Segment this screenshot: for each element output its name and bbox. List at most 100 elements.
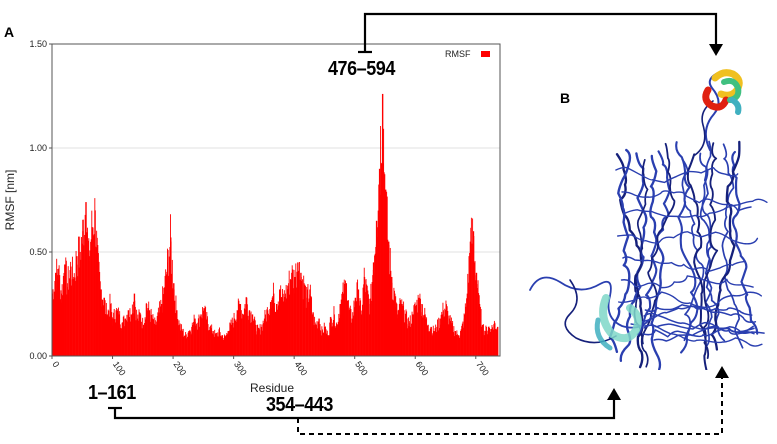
rmsf-bar [411,311,413,356]
rmsf-bar-peak [133,293,136,356]
rmsf-bar-peak [282,297,284,356]
rmsf-bar-peak [167,262,169,356]
rmsf-bar [371,282,373,356]
rmsf-bar [121,328,122,356]
rmsf-bar [426,317,428,356]
rmsf-bar [286,298,288,356]
rmsf-bar-peak [100,289,102,356]
rmsf-bar [325,329,327,356]
rmsf-bar [493,324,495,356]
legend-swatch [481,51,490,57]
rmsf-bar-peak [381,93,384,357]
rmsf-bar [260,334,262,356]
rmsf-bar [144,323,145,356]
rmsf-bar [495,328,497,356]
rmsf-bar-peak [357,289,360,356]
rmsf-bar [384,174,386,356]
rmsf-bar [305,285,306,356]
rmsf-bar [432,333,434,356]
rmsf-bar [459,335,461,356]
rmsf-bar-peak [406,318,408,356]
rmsf-bar [289,294,291,356]
rmsf-bar [310,295,312,356]
rmsf-bar-peak [288,283,290,356]
x-tick-label-4: 400 [293,359,310,377]
rmsf-bar [53,299,55,356]
rmsf-bar [59,299,61,356]
rmsf-bar-peak [451,324,453,356]
rmsf-bar [220,336,222,356]
rmsf-bar-peak [242,314,245,356]
rmsf-bar-peak [487,326,490,356]
rmsf-bar [140,321,142,356]
rmsf-bar [145,319,147,356]
rmsf-bar [392,300,394,356]
rmsf-bar [195,325,197,356]
rmsf-bar [254,316,256,356]
rmsf-bar [151,315,153,356]
rmsf-bar [299,261,300,356]
rmsf-bar [468,256,470,356]
flexible-region-left [594,294,642,351]
rmsf-bar [217,336,219,356]
rmsf-bar [387,239,389,356]
rmsf-bar [119,324,121,356]
rmsf-bar [93,235,95,356]
rmsf-bar [233,327,234,356]
rmsf-bar-peak [309,289,311,356]
rmsf-bar [311,312,313,356]
rmsf-bar-peak [493,322,496,356]
rmsf-bar-peak [145,304,148,356]
rmsf-bar [295,287,297,356]
rmsf-bar [364,292,366,356]
rmsf-bar [463,327,464,356]
rmsf-bar [337,321,339,356]
rmsf-bar [475,280,477,356]
rmsf-bar [296,271,298,356]
rmsf-bar [96,237,98,356]
x-tick-label-3: 300 [232,359,249,377]
rmsf-bar-peak [58,268,60,356]
rmsf-bar [199,326,201,356]
rmsf-bar-peak [351,318,354,356]
rmsf-bar [356,282,358,356]
rmsf-bar [486,326,487,356]
rmsf-bar-peak [366,293,369,356]
rmsf-bar-peak [384,189,387,356]
rmsf-bar [210,328,212,356]
rmsf-bar-peak [260,326,263,356]
rmsf-bar-peak [61,293,63,356]
rmsf-bar [377,210,379,356]
rmsf-bar [328,335,330,356]
rmsf-bar [466,298,467,356]
rmsf-bar-peak [430,326,432,356]
x-tick-label-2: 200 [171,359,188,377]
rmsf-bar [489,328,491,356]
rmsf-bar [130,321,131,356]
rmsf-bar [153,323,155,356]
rmsf-bar [136,309,138,356]
rmsf-bar [241,318,243,356]
rmsf-bar [253,318,255,356]
rmsf-bar [153,319,155,356]
rmsf-bar-peak [321,331,323,356]
rmsf-bar-peak [469,241,472,356]
rmsf-bar [447,310,449,356]
rmsf-bar [184,335,186,356]
x-tick-label-7: 700 [474,359,491,377]
rmsf-bar-peak [103,297,105,356]
ribbon-strand [633,159,649,368]
rmsf-bar [201,318,203,356]
rmsf-bar [159,306,161,356]
rmsf-bar [444,308,446,356]
rmsf-bar [380,163,382,356]
region-label-476-594: 476–594 [328,58,395,80]
rmsf-bar [180,324,182,356]
rmsf-bar [265,314,267,356]
rmsf-bar [396,303,398,356]
rmsf-bar [305,307,307,356]
rmsf-bar [460,330,461,356]
rmsf-bar [102,305,104,356]
rmsf-bar [414,304,415,356]
rmsf-bar [477,280,479,356]
